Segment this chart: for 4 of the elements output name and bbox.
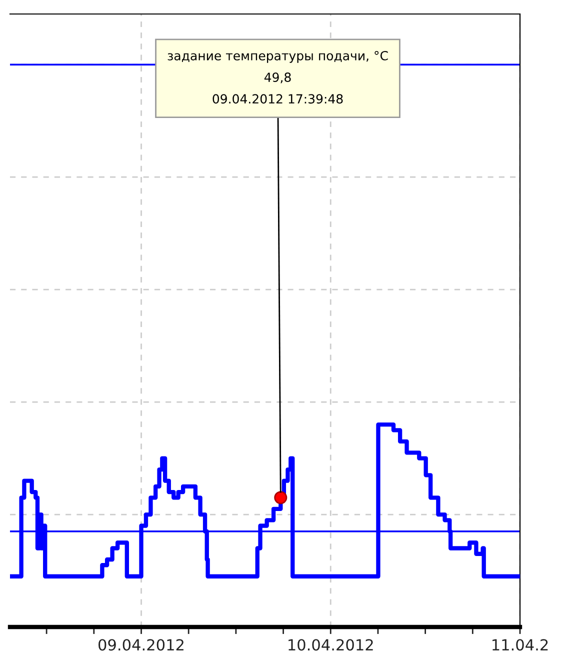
x-tick-label: 11.04.2	[492, 639, 548, 651]
annotation: задание температуры подачи, °C 49,8 09.04.2012 17:39:48	[168, 50, 388, 104]
x-tick-label: 09.04.2012	[98, 639, 184, 651]
x-tick-label: 10.04.2012	[288, 639, 373, 651]
